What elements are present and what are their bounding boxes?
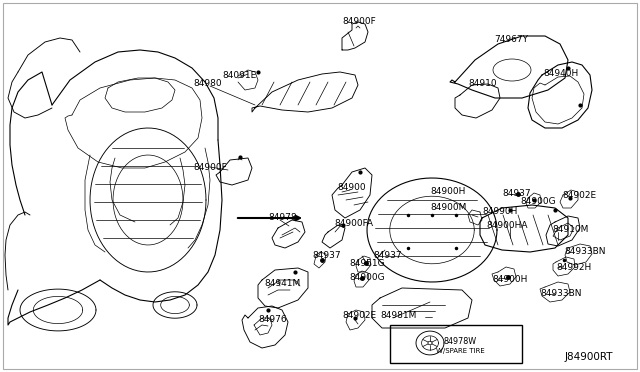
- Text: 74967Y: 74967Y: [494, 35, 528, 45]
- Text: J84900RT: J84900RT: [565, 352, 614, 362]
- Text: 84900: 84900: [337, 183, 365, 192]
- Text: 84900M: 84900M: [430, 202, 467, 212]
- Text: 84910: 84910: [468, 78, 497, 87]
- Text: 84937: 84937: [312, 251, 340, 260]
- Text: 84976: 84976: [258, 315, 287, 324]
- Text: 84091E: 84091E: [222, 71, 256, 80]
- Text: 84992H: 84992H: [556, 263, 591, 272]
- Text: 84980: 84980: [193, 78, 221, 87]
- Text: 84933BN: 84933BN: [540, 289, 582, 298]
- Text: 84900H: 84900H: [430, 187, 465, 196]
- Text: W/SPARE TIRE: W/SPARE TIRE: [436, 348, 484, 354]
- Text: 84937: 84937: [373, 251, 402, 260]
- Text: 84902E: 84902E: [342, 311, 376, 321]
- Text: 84900G: 84900G: [349, 273, 385, 282]
- Text: 84990H: 84990H: [482, 206, 517, 215]
- Text: 84900F: 84900F: [193, 164, 227, 173]
- Text: 84900HA: 84900HA: [486, 221, 527, 231]
- Text: 84951G: 84951G: [349, 259, 385, 267]
- Text: 84978: 84978: [268, 214, 296, 222]
- Text: 84902E: 84902E: [562, 192, 596, 201]
- Text: 84937: 84937: [502, 189, 531, 199]
- Text: 84941M: 84941M: [264, 279, 300, 289]
- Text: 84933BN: 84933BN: [564, 247, 605, 257]
- Bar: [390, 325, 522, 363]
- Text: 84940H: 84940H: [543, 68, 579, 77]
- Text: 84900F: 84900F: [342, 17, 376, 26]
- Text: 84981M: 84981M: [380, 311, 417, 321]
- Text: 84900H: 84900H: [492, 275, 527, 283]
- Text: 84900FA: 84900FA: [334, 219, 373, 228]
- Text: 84910M: 84910M: [552, 225, 588, 234]
- Text: 84900G: 84900G: [520, 198, 556, 206]
- Text: 84978W: 84978W: [444, 337, 477, 346]
